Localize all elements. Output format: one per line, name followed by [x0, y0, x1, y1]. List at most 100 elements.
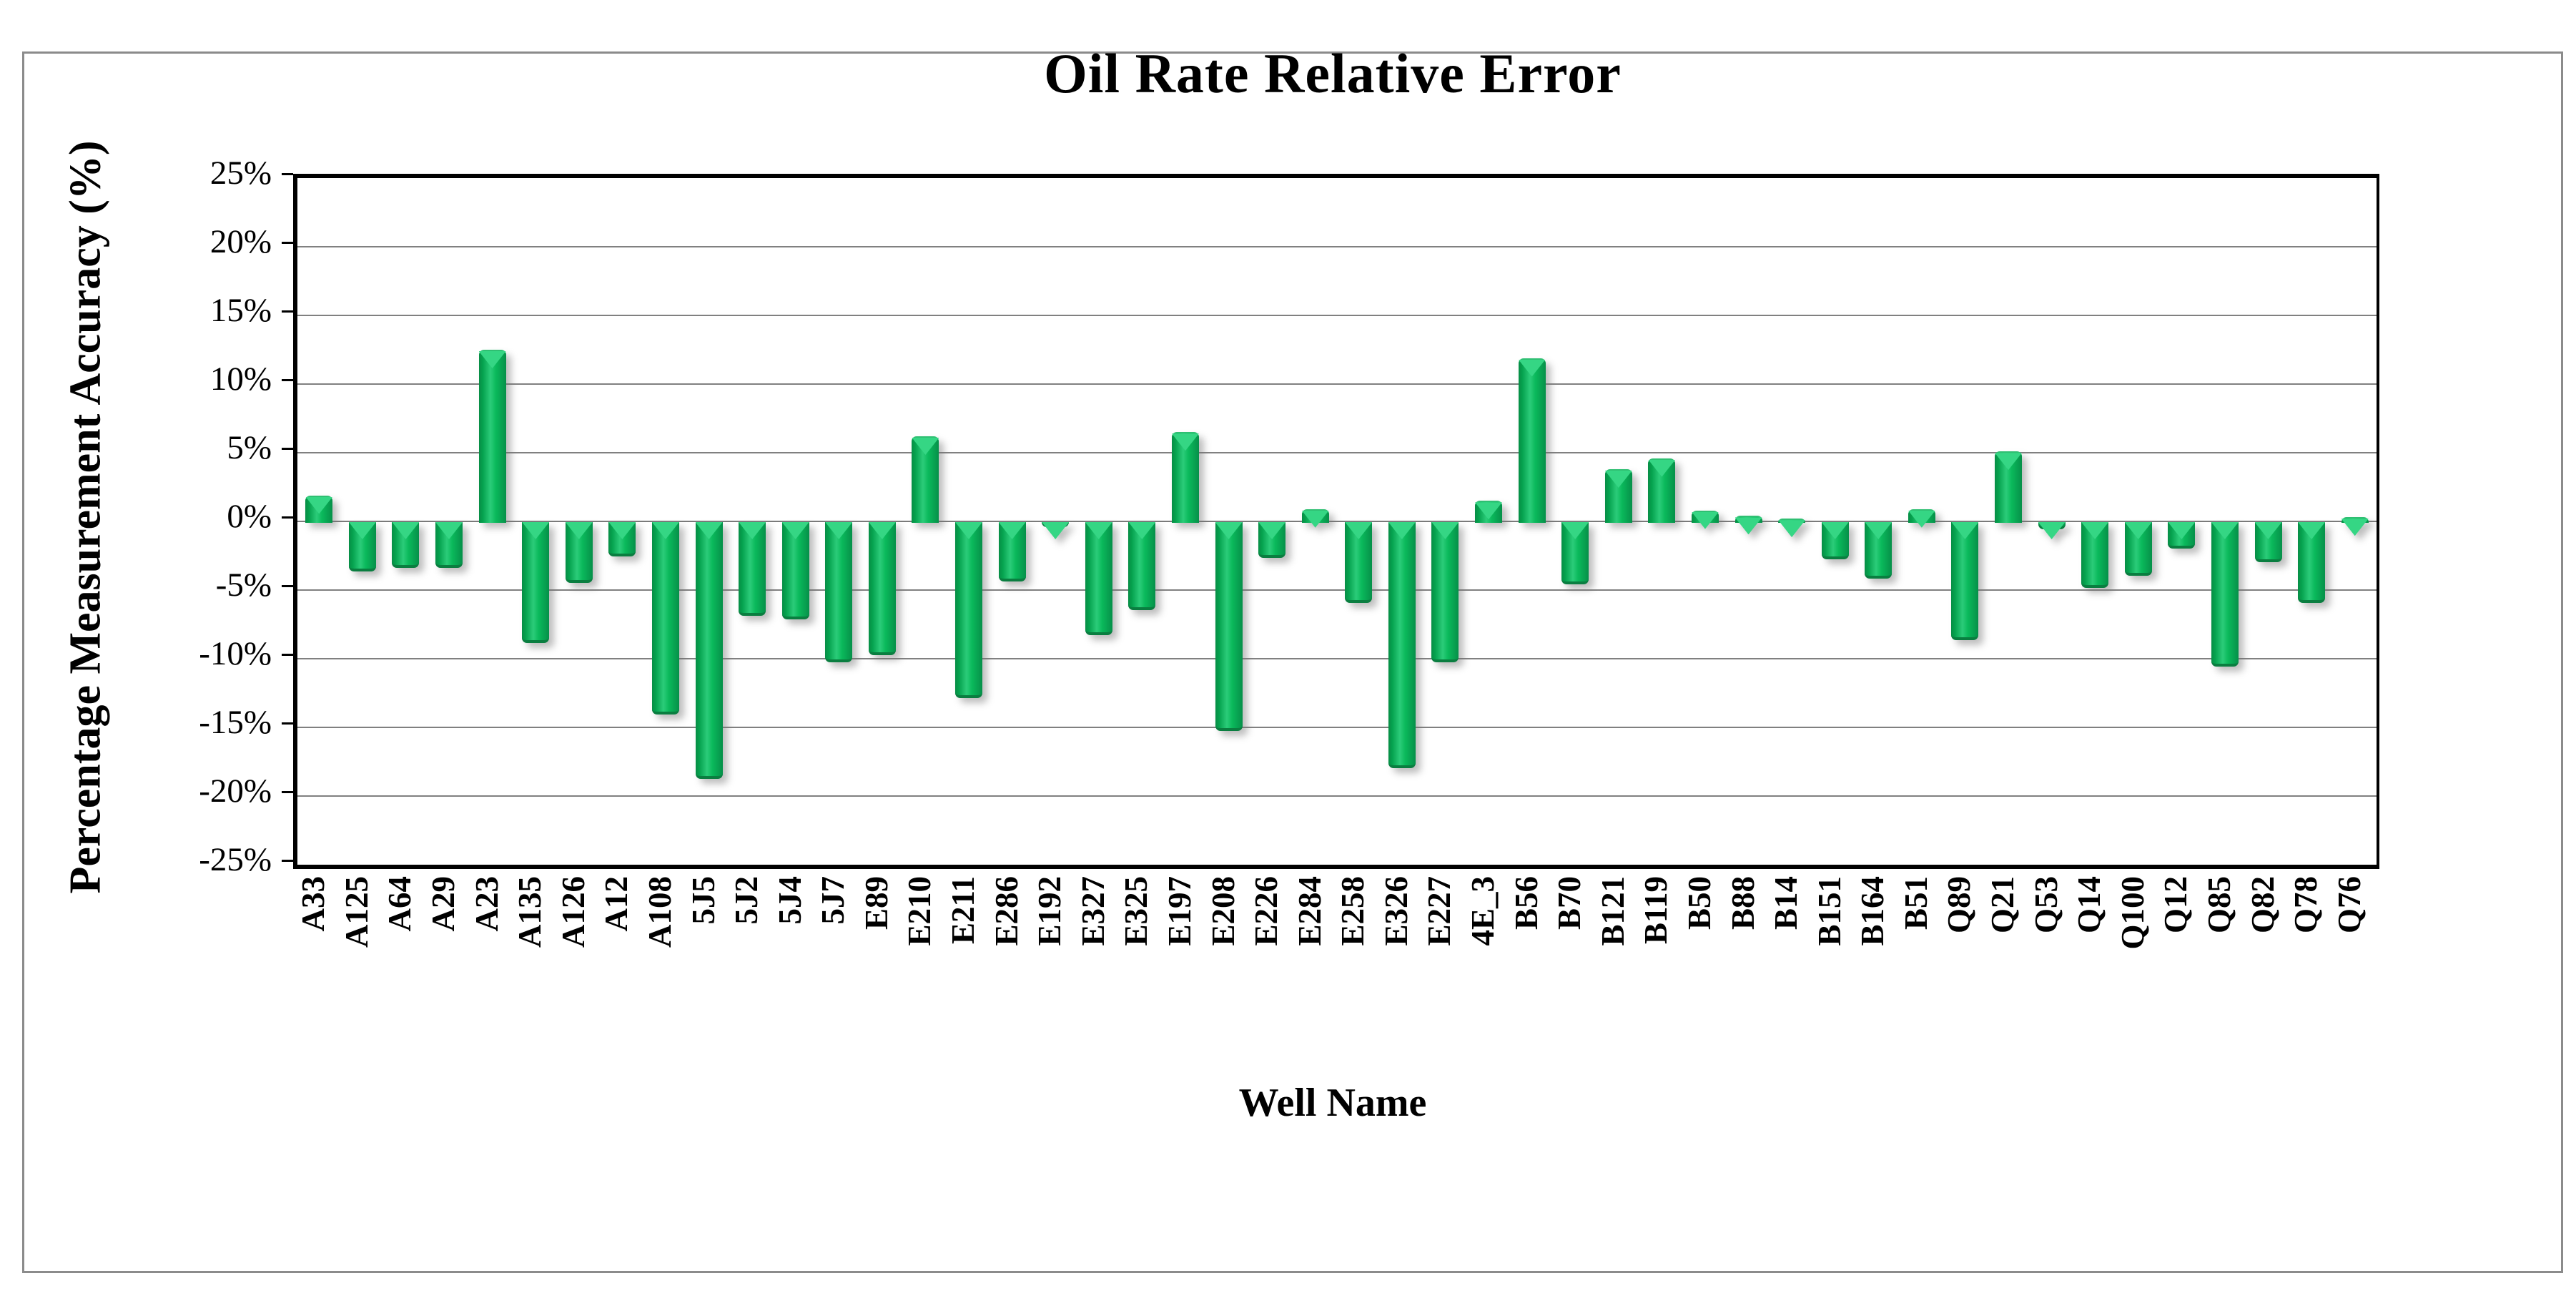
x-tick-label-B164: B164: [1855, 876, 1891, 946]
y-tick-mark: [282, 860, 293, 862]
bar-Q76: [2341, 517, 2369, 523]
x-tick-label-B88: B88: [1724, 876, 1761, 930]
x-tick-label-B56: B56: [1508, 876, 1544, 930]
bar-5J4: [781, 522, 809, 620]
x-tick-label-4E_3: 4E_3: [1465, 876, 1501, 946]
bar-Q82: [2254, 522, 2282, 562]
bar-Q78: [2298, 522, 2326, 604]
gridline: [297, 383, 2377, 385]
y-tick-mark: [282, 791, 293, 793]
x-tick-label-Q78: Q78: [2288, 876, 2324, 934]
bar-A108: [651, 522, 679, 715]
x-tick-label-A33: A33: [295, 876, 332, 932]
y-tick-mark: [282, 242, 293, 244]
bar-4E_3: [1475, 501, 1503, 523]
x-tick-label-5J7: 5J7: [815, 876, 852, 925]
bar-E325: [1128, 522, 1156, 611]
x-tick-label-Q89: Q89: [1941, 876, 1978, 934]
y-tick-label: 15%: [209, 292, 272, 329]
bar-B51: [1908, 509, 1935, 523]
y-tick-label: -5%: [215, 566, 272, 604]
x-tick-label-A108: A108: [641, 876, 678, 948]
bar-A135: [522, 522, 550, 644]
plot-area: [293, 174, 2379, 869]
x-tick-label-Q14: Q14: [2071, 876, 2108, 934]
x-tick-label-B121: B121: [1594, 876, 1631, 946]
y-tick-label: 20%: [209, 223, 272, 260]
x-tick-label-B50: B50: [1681, 876, 1717, 930]
x-tick-label-E284: E284: [1291, 876, 1328, 946]
x-tick-label-B119: B119: [1638, 876, 1674, 945]
x-tick-label-B151: B151: [1811, 876, 1847, 946]
bar-E208: [1215, 522, 1243, 731]
x-tick-label-E326: E326: [1378, 876, 1414, 946]
x-tick-label-A23: A23: [468, 876, 505, 932]
bar-E326: [1388, 522, 1416, 768]
y-axis-title: Percentage Measurement Accuracy (%): [39, 140, 132, 893]
bar-A126: [565, 522, 593, 583]
x-tick-label-5J4: 5J4: [771, 876, 808, 925]
bar-5J2: [739, 522, 766, 616]
x-tick-label-Q76: Q76: [2331, 876, 2367, 934]
y-tick-mark: [282, 585, 293, 587]
zero-gridline: [297, 521, 2377, 522]
bar-B119: [1648, 458, 1676, 523]
bar-E284: [1301, 509, 1329, 523]
gridline: [297, 795, 2377, 797]
y-tick-label: -10%: [199, 635, 272, 672]
x-axis-title: Well Name: [1238, 1081, 1427, 1125]
bar-A29: [435, 522, 463, 568]
bar-E286: [998, 522, 1026, 581]
x-tick-label-Q85: Q85: [2201, 876, 2237, 934]
x-tick-label-5J5: 5J5: [685, 876, 721, 925]
bar-A33: [305, 495, 333, 523]
gridline: [297, 589, 2377, 591]
bar-Q12: [2168, 522, 2196, 549]
y-tick-mark: [282, 654, 293, 656]
y-tick-mark: [282, 173, 293, 175]
y-tick-label: -25%: [199, 841, 272, 878]
x-tick-label-A12: A12: [598, 876, 635, 932]
x-tick-label-A29: A29: [425, 876, 462, 932]
bar-Q14: [2081, 522, 2109, 589]
x-tick-label-B14: B14: [1768, 876, 1805, 930]
y-tick-label: 5%: [227, 429, 272, 466]
bar-B70: [1561, 522, 1589, 584]
bar-E327: [1085, 522, 1112, 635]
bar-E89: [868, 522, 896, 656]
y-tick-mark: [282, 722, 293, 725]
gridline: [297, 246, 2377, 247]
y-tick-mark: [282, 379, 293, 381]
x-tick-label-E211: E211: [945, 876, 982, 945]
bar-A125: [348, 522, 376, 572]
x-tick-label-A135: A135: [512, 876, 548, 948]
x-tick-label-Q82: Q82: [2244, 876, 2281, 934]
x-tick-label-E208: E208: [1205, 876, 1241, 946]
y-tick-label: 25%: [209, 154, 272, 192]
bar-E210: [912, 436, 939, 523]
gridline: [297, 727, 2377, 728]
x-tick-label-Q21: Q21: [1985, 876, 2021, 934]
x-tick-label-E197: E197: [1161, 876, 1198, 946]
bar-5J5: [695, 522, 723, 780]
x-tick-label-E325: E325: [1118, 876, 1155, 946]
bar-E211: [955, 522, 983, 698]
y-tick-label: -20%: [199, 772, 272, 810]
bar-A12: [608, 522, 636, 557]
x-tick-label-A125: A125: [338, 876, 375, 948]
bar-B50: [1691, 510, 1719, 523]
bar-B164: [1865, 522, 1892, 579]
bar-B14: [1778, 519, 1806, 523]
bar-A64: [392, 522, 420, 568]
y-tick-label: -15%: [199, 704, 272, 741]
bar-Q85: [2211, 522, 2239, 667]
bar-B151: [1821, 522, 1849, 559]
bar-E197: [1171, 432, 1199, 523]
gridline: [297, 452, 2377, 453]
x-tick-label-E227: E227: [1421, 876, 1458, 946]
x-tick-label-E258: E258: [1335, 876, 1371, 946]
x-tick-label-A64: A64: [382, 876, 418, 932]
x-tick-label-E226: E226: [1248, 876, 1285, 946]
bar-Q89: [1951, 522, 1979, 641]
